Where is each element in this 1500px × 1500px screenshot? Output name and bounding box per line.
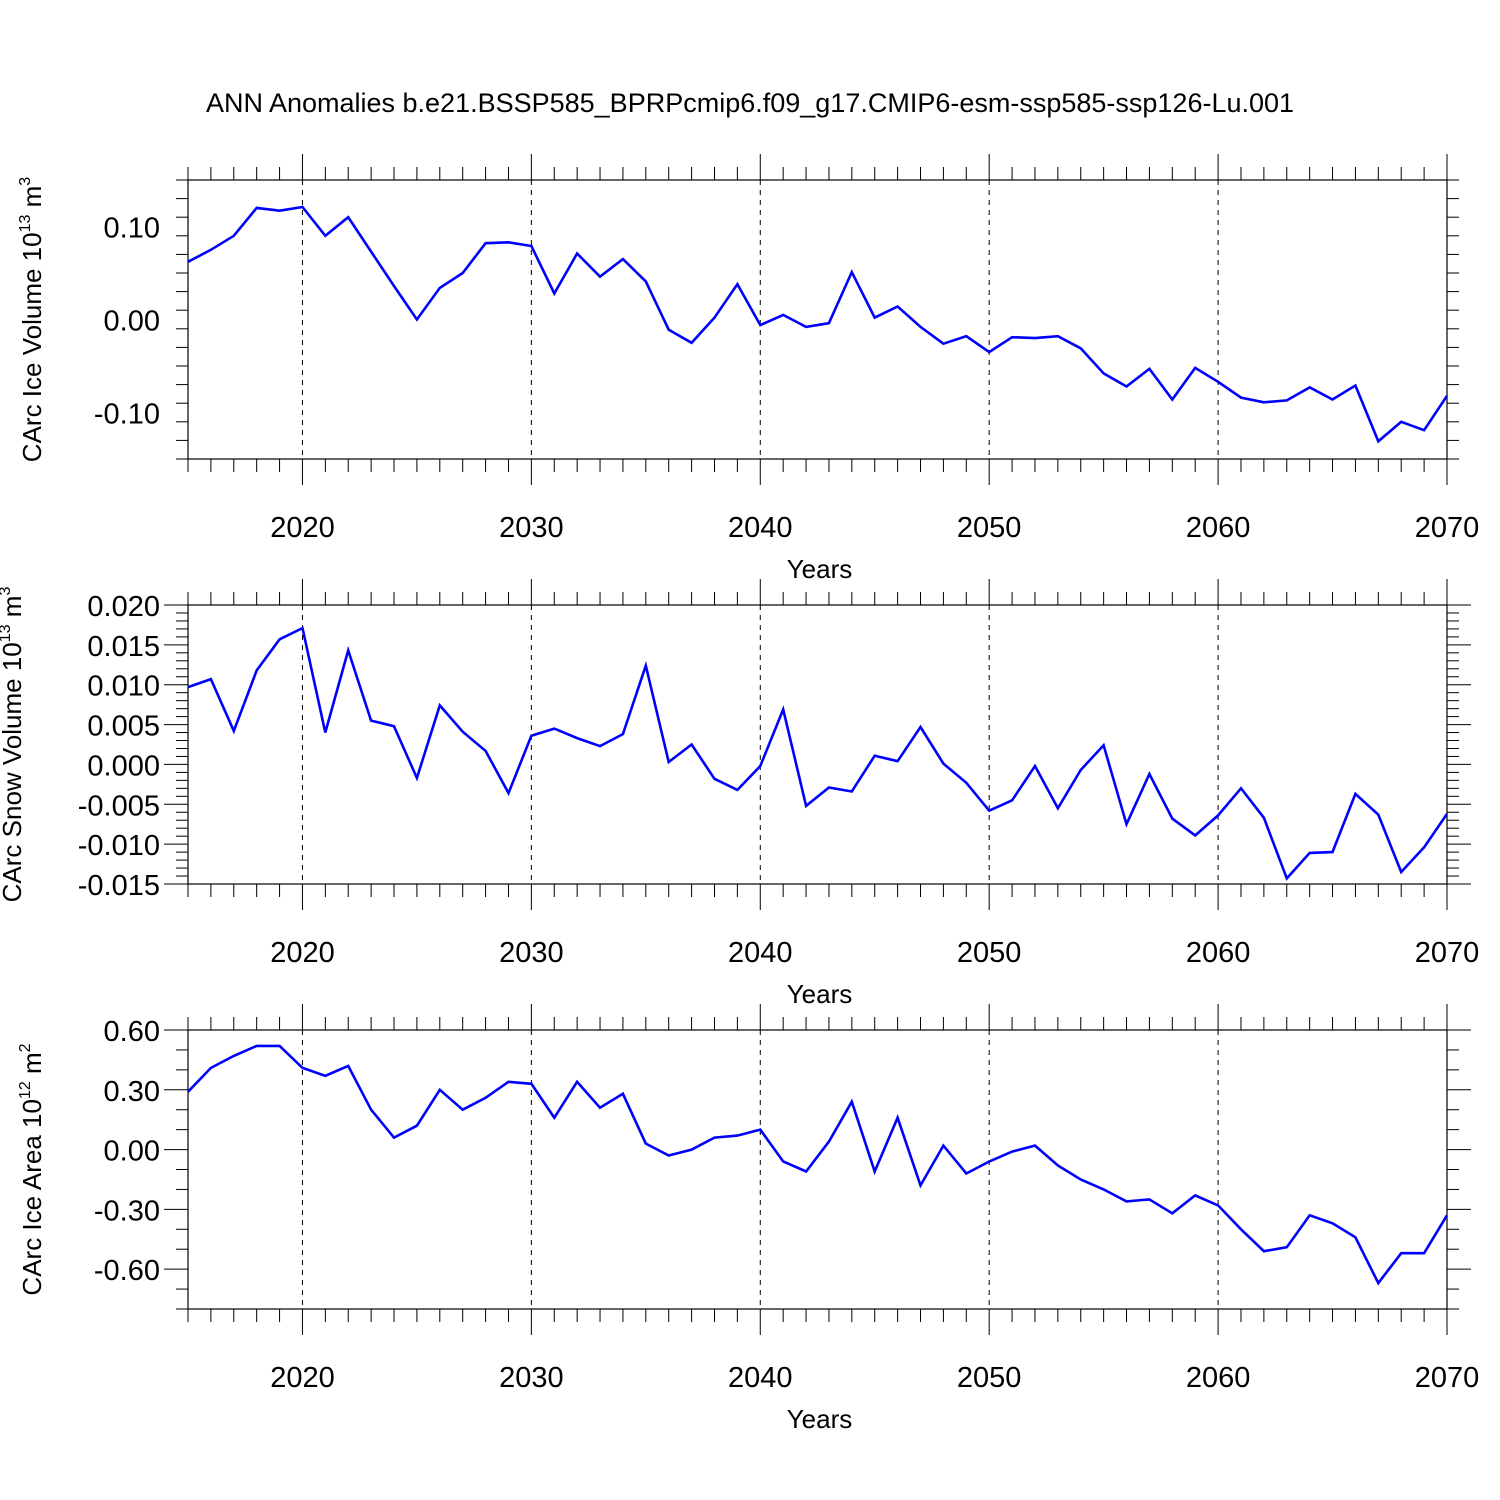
y-tick-label: -0.60 xyxy=(94,1255,160,1287)
plot-frame xyxy=(187,604,1448,885)
y-tick-label: 0.10 xyxy=(104,213,160,245)
y-tick-label: 0.00 xyxy=(104,1136,160,1168)
y-tick-label: -0.005 xyxy=(78,790,160,822)
x-tick-label: 2050 xyxy=(957,937,1022,969)
y-axis-label-part: m xyxy=(17,186,47,215)
y-axis-label-superscript: 13 xyxy=(17,215,34,233)
x-tick-label: 2060 xyxy=(1186,1362,1251,1394)
x-axis-label: Years xyxy=(787,979,853,1009)
y-tick-label: -0.10 xyxy=(94,399,160,431)
y-axis-label-part: m xyxy=(0,596,27,625)
y-axis-label-superscript: 3 xyxy=(0,587,14,596)
x-tick-label: 2040 xyxy=(728,937,793,969)
y-tick-label: 0.020 xyxy=(87,591,160,623)
y-axis-label-superscript: 2 xyxy=(17,1043,34,1052)
x-tick-label: 2040 xyxy=(728,512,793,544)
x-tick-label: 2030 xyxy=(499,512,564,544)
x-tick-label: 2050 xyxy=(957,1362,1022,1394)
x-tick-label: 2070 xyxy=(1415,1362,1480,1394)
x-tick-label: 2070 xyxy=(1415,512,1480,544)
x-tick-label: 2070 xyxy=(1415,937,1480,969)
y-tick-label: 0.00 xyxy=(104,306,160,338)
panel-3: -0.60 -0.30 0.00 0.30 0.60 2020 2030 2040 2050 20… xyxy=(17,1004,1479,1434)
panel-1: -0.10 0.00 0.10 2020 2030 2040 2050 2060 2070 Yea… xyxy=(17,154,1479,584)
series-line xyxy=(187,205,1449,444)
series-line xyxy=(187,1044,1449,1286)
x-tick-label: 2030 xyxy=(499,1362,564,1394)
y-tick-label: -0.015 xyxy=(78,870,160,902)
x-tick-label: 2020 xyxy=(270,1362,335,1394)
y-tick-label: 0.000 xyxy=(87,750,160,782)
x-axis-label: Years xyxy=(787,554,853,584)
series-line xyxy=(187,626,1449,881)
x-tick-label: 2060 xyxy=(1186,937,1251,969)
panel-2: -0.015 -0.010 -0.005 0.000 0.005 0.010 0.015 0.… xyxy=(0,579,1479,1009)
y-tick-label: 0.30 xyxy=(104,1076,160,1108)
y-axis-label-part: CArc Ice Area 10 xyxy=(17,1099,47,1296)
x-tick-label: 2030 xyxy=(499,937,564,969)
x-tick-label: 2020 xyxy=(270,937,335,969)
y-tick-label: 0.005 xyxy=(87,711,160,743)
y-axis-label-part: m xyxy=(17,1052,47,1081)
x-tick-label: 2020 xyxy=(270,512,335,544)
y-axis-label: CArc Ice Volume 1013 m3 xyxy=(17,177,47,462)
x-axis-label: Years xyxy=(787,1404,853,1434)
x-tick-label: 2050 xyxy=(957,512,1022,544)
y-tick-label: -0.30 xyxy=(94,1195,160,1227)
y-tick-label: 0.010 xyxy=(87,671,160,703)
y-axis-label-part: CArc Ice Volume 10 xyxy=(17,232,47,462)
y-axis-label-superscript: 3 xyxy=(17,177,34,186)
y-axis-label-part: CArc Snow Volume 10 xyxy=(0,642,27,902)
y-axis-label-superscript: 12 xyxy=(17,1081,34,1099)
y-tick-label: -0.010 xyxy=(78,830,160,862)
y-tick-label: 0.015 xyxy=(87,631,160,663)
plot-frame xyxy=(187,179,1448,460)
x-tick-label: 2060 xyxy=(1186,512,1251,544)
plot-frame xyxy=(187,1029,1448,1310)
y-axis-label: CArc Ice Area 1012 m2 xyxy=(17,1043,47,1295)
y-axis-label-superscript: 13 xyxy=(0,624,14,642)
chart-title: ANN Anomalies b.e21.BSSP585_BPRPcmip6.f0… xyxy=(205,88,1295,118)
x-tick-label: 2040 xyxy=(728,1362,793,1394)
y-axis-label: CArc Snow Volume 1013 m3 xyxy=(0,587,27,903)
y-tick-label: 0.60 xyxy=(104,1016,160,1048)
